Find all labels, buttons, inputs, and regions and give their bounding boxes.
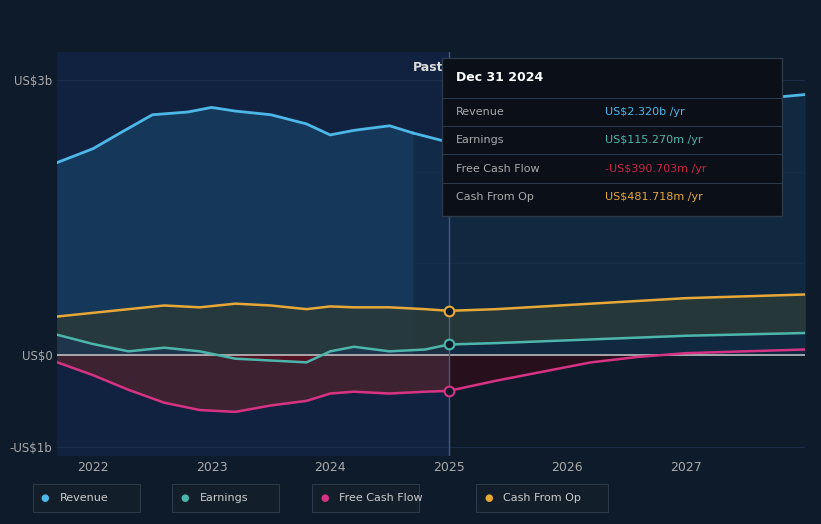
- Text: US$481.718m /yr: US$481.718m /yr: [605, 192, 703, 202]
- Text: -US$390.703m /yr: -US$390.703m /yr: [605, 163, 707, 173]
- Text: US$2.320b /yr: US$2.320b /yr: [605, 107, 685, 117]
- Text: Revenue: Revenue: [456, 107, 505, 117]
- Bar: [57, 52, 449, 456]
- Text: Dec 31 2024: Dec 31 2024: [456, 71, 543, 84]
- Text: Analysts Forecasts: Analysts Forecasts: [458, 61, 575, 74]
- Text: ●: ●: [41, 493, 49, 503]
- Text: Earnings: Earnings: [200, 493, 248, 503]
- Text: ●: ●: [484, 493, 493, 503]
- Text: Free Cash Flow: Free Cash Flow: [456, 163, 539, 173]
- Text: US$115.270m /yr: US$115.270m /yr: [605, 135, 703, 145]
- Text: Cash From Op: Cash From Op: [456, 192, 534, 202]
- Text: ●: ●: [181, 493, 189, 503]
- Text: Free Cash Flow: Free Cash Flow: [339, 493, 423, 503]
- Text: Revenue: Revenue: [60, 493, 108, 503]
- Text: Past: Past: [412, 61, 443, 74]
- Text: Earnings: Earnings: [456, 135, 504, 145]
- Text: Cash From Op: Cash From Op: [503, 493, 581, 503]
- Text: ●: ●: [320, 493, 328, 503]
